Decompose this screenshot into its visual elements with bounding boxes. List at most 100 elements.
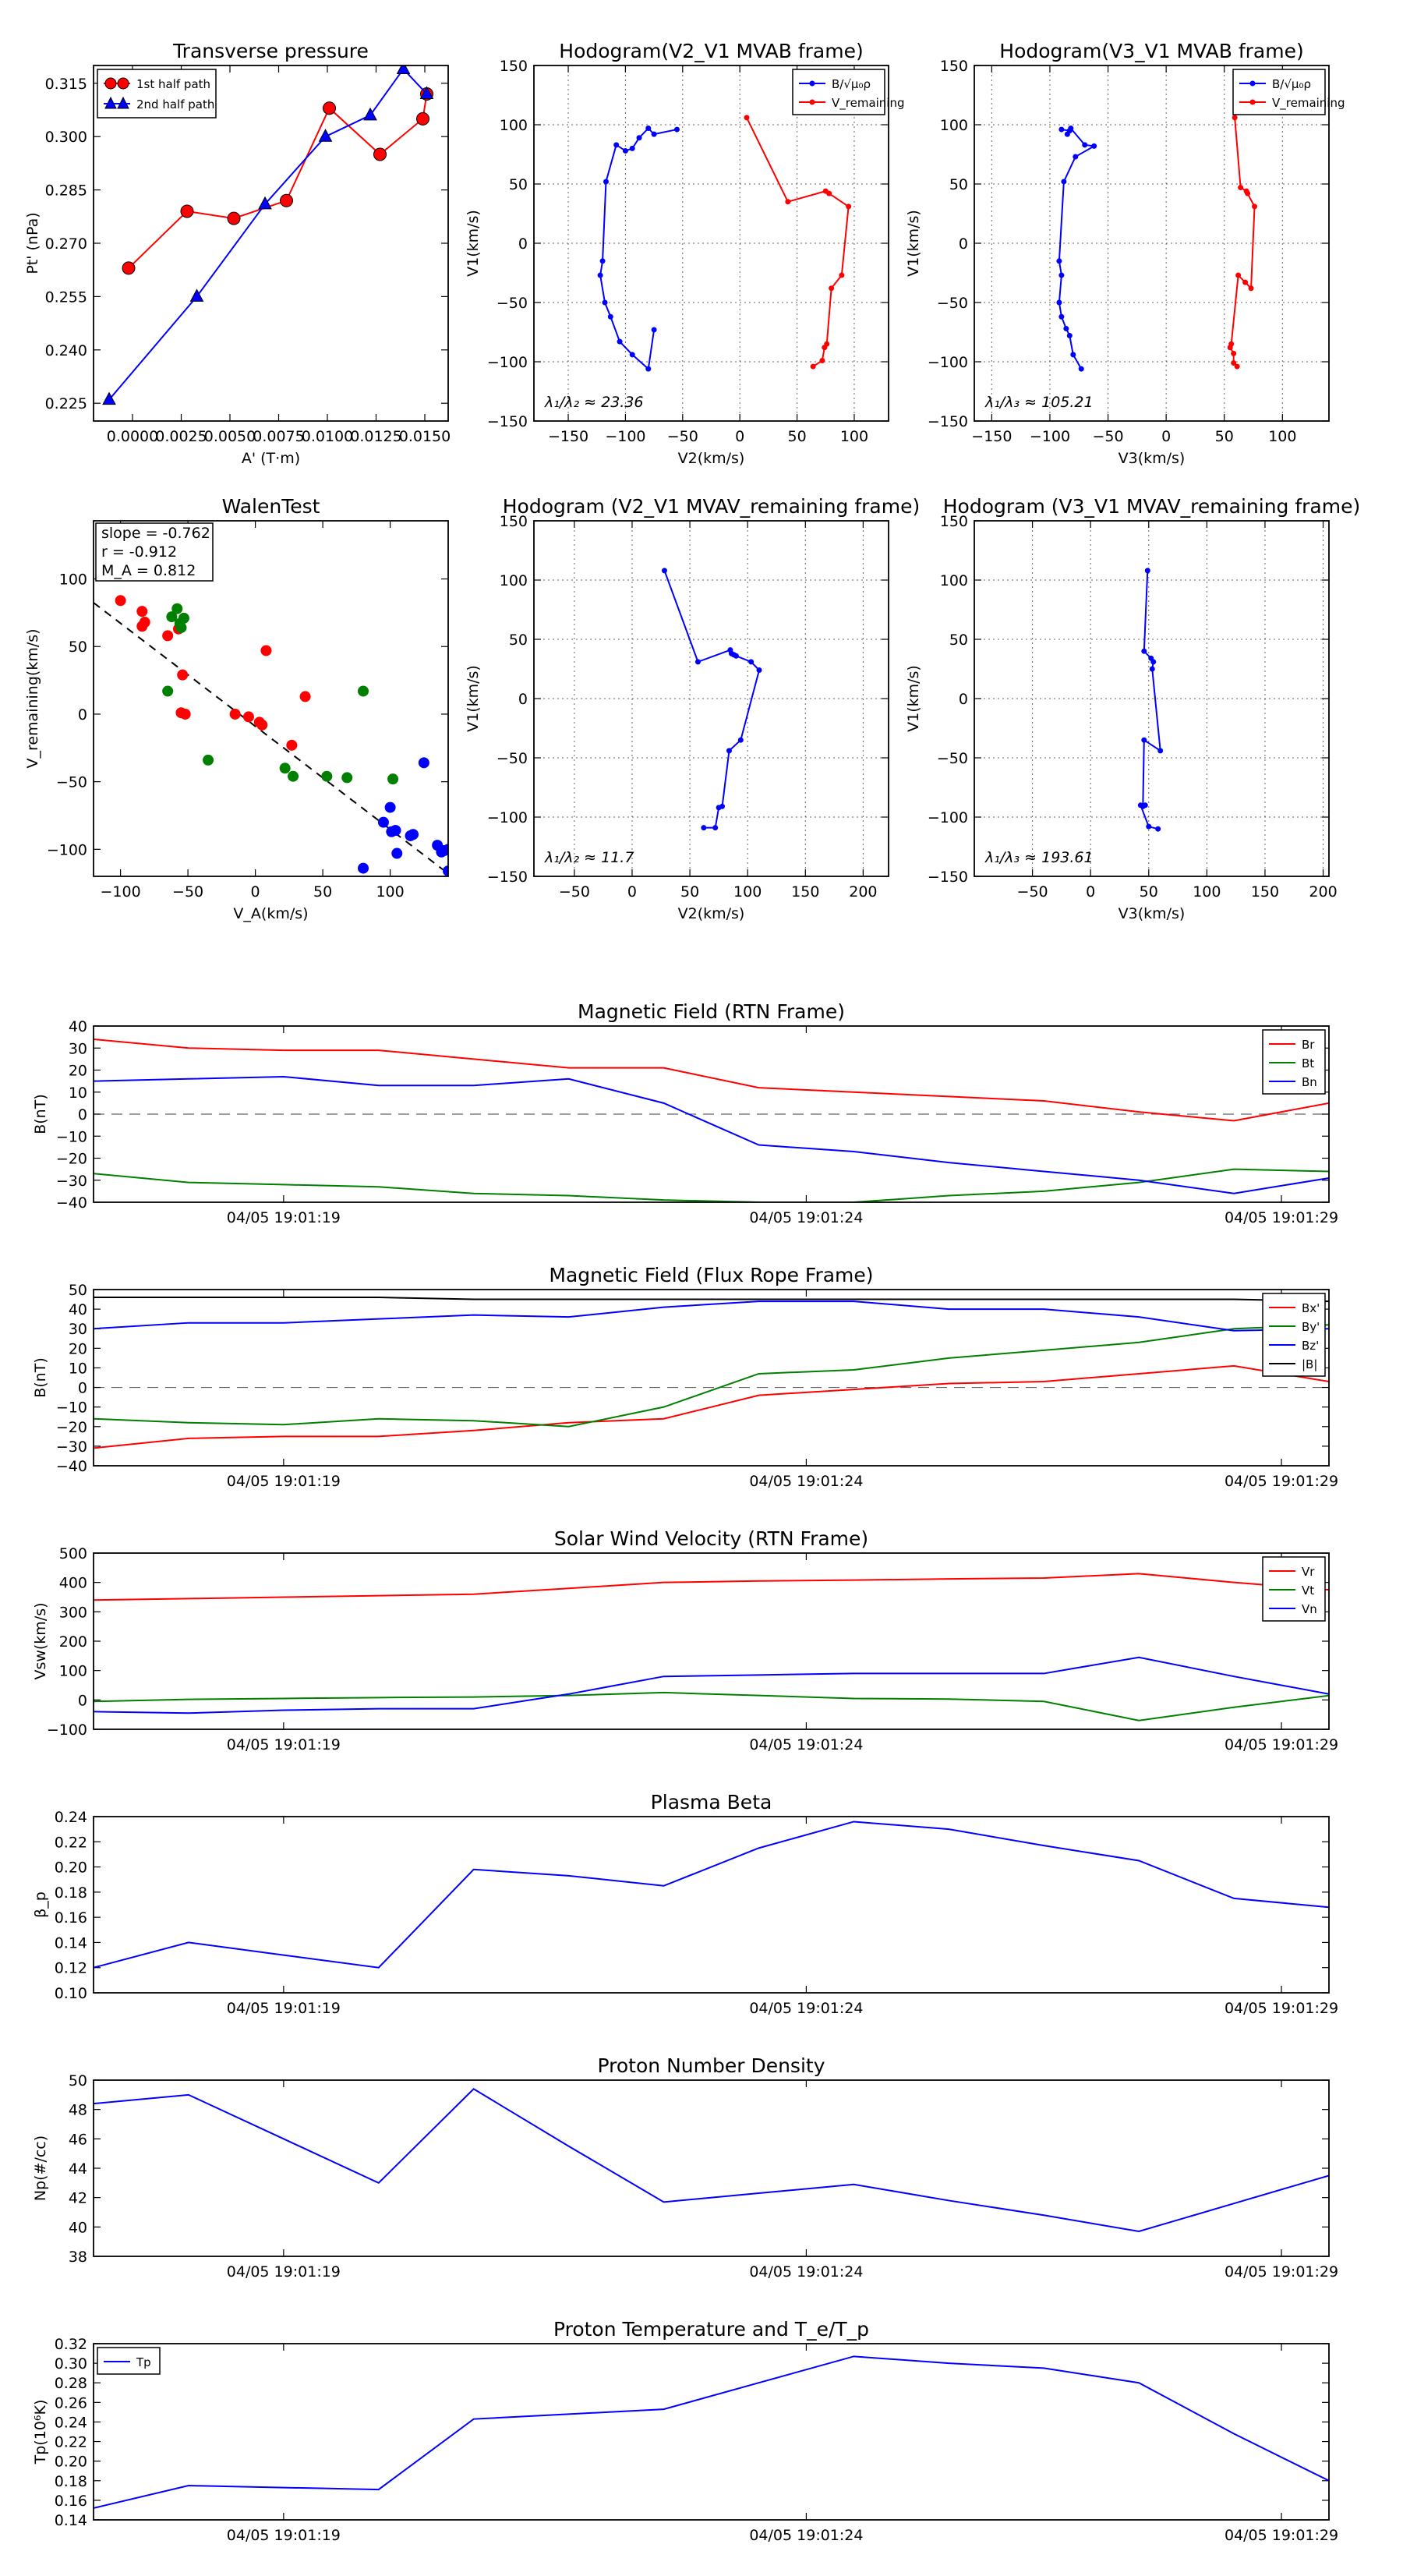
y-tick-label: 100: [59, 1663, 87, 1680]
chart-np: 04/05 19:01:19 04/05 19:01:24 04/05 19:01:…: [32, 2054, 1338, 2281]
data-point: [712, 825, 719, 831]
y-tick-label: 0.32: [55, 2336, 87, 2353]
data-point: [323, 101, 336, 115]
series-line-Br: [94, 1038, 1329, 1122]
x-tick-label: 04/05 19:01:19: [227, 2527, 341, 2544]
data-point: [1146, 823, 1152, 830]
plot-frame: [93, 2079, 1330, 2257]
y-tick-label: 0.22: [55, 2434, 87, 2451]
x-tick-label: −50: [1017, 883, 1048, 901]
y-tick-label: 0.14: [55, 2512, 87, 2529]
plot-area: [94, 1821, 1329, 1969]
y-axis-label: B(nT): [32, 1357, 49, 1398]
data-point: [1091, 143, 1097, 149]
chart-beta: 04/05 19:01:19 04/05 19:01:24 04/05 19:01:…: [32, 1791, 1338, 2017]
x-axis-label: A' (T·m): [242, 450, 300, 467]
x-tick-label: −100: [101, 883, 141, 901]
legend-label: By': [1302, 1320, 1320, 1334]
data-point: [136, 621, 148, 632]
y-tick-label: −150: [928, 413, 968, 430]
stats-box: [95, 522, 214, 582]
x-tick-label: −100: [1030, 428, 1070, 445]
plot-area: [94, 595, 448, 876]
y-tick-label: 50: [509, 632, 528, 649]
data-point: [162, 685, 174, 697]
y-tick-label: −50: [497, 295, 528, 312]
y-tick-label: 0.18: [55, 1884, 87, 1902]
data-point: [288, 770, 299, 782]
x-tick-label: −100: [605, 428, 645, 445]
y-tick-label: 0.22: [55, 1834, 87, 1851]
stats-text: r = -0.912: [101, 543, 177, 561]
x-tick-label: 04/05 19:01:19: [227, 2000, 341, 2017]
data-point: [180, 204, 194, 218]
y-tick-label: 150: [940, 58, 968, 75]
series-line-B/√μ₀ρ: [599, 127, 677, 371]
x-tick-label: 04/05 19:01:19: [227, 1209, 341, 1226]
y-tick-label: 0.315: [45, 76, 87, 93]
y-tick-label: 20: [69, 1340, 87, 1357]
legend: Br Bt Bn: [1262, 1029, 1326, 1095]
plot-frame: [533, 520, 889, 877]
x-tick-label: 04/05 19:01:24: [749, 2263, 863, 2281]
chart-title: WalenTest: [222, 495, 320, 518]
data-point: [607, 313, 613, 320]
y-tick-label: 46: [69, 2131, 87, 2148]
x-tick-label: 0.0075: [253, 428, 304, 445]
x-tick-label: 04/05 19:01:19: [227, 2263, 341, 2281]
data-point: [1063, 325, 1069, 331]
y-tick-label: −100: [47, 841, 87, 858]
y-tick-label: 0.12: [55, 1960, 87, 1977]
chart-walen: −100 −50 0 50 100 −100 −50 0 50 100 WalenTest V_A(k…: [24, 495, 449, 922]
data-point: [694, 659, 701, 665]
data-point: [1141, 648, 1147, 654]
plot-frame: [974, 520, 1330, 877]
legend: Tp: [97, 2347, 161, 2375]
data-point: [737, 737, 744, 743]
data-point: [260, 645, 272, 656]
y-tick-label: −100: [47, 1721, 87, 1739]
data-point: [136, 606, 148, 617]
data-point: [744, 115, 750, 121]
y-tick-label: 50: [69, 639, 87, 656]
y-tick-label: 100: [500, 117, 528, 134]
data-point: [443, 844, 448, 855]
plot-frame: [93, 1025, 1330, 1203]
y-tick-label: 10: [69, 1360, 87, 1377]
legend-label: Vn: [1302, 1602, 1317, 1616]
y-axis-label: V1(km/s): [465, 665, 482, 732]
x-tick-label: 50: [1140, 883, 1158, 901]
chart-h3: −50 0 50 100 150 200−150−100−50050100150Hodog…: [465, 495, 920, 922]
y-tick-label: 44: [69, 2160, 87, 2178]
data-point: [1078, 366, 1084, 372]
x-tick-label: 04/05 19:01:29: [1225, 2527, 1338, 2544]
data-point: [1056, 299, 1062, 306]
data-point: [189, 288, 204, 302]
data-point: [162, 630, 174, 642]
legend-label: Tp: [136, 2355, 151, 2369]
x-tick-label: 0: [251, 883, 260, 901]
x-tick-label: −150: [548, 428, 588, 445]
y-tick-label: 50: [69, 1282, 87, 1299]
y-axis-label: V1(km/s): [465, 210, 482, 277]
data-point: [645, 366, 652, 372]
plot-frame: [93, 2343, 1330, 2521]
data-point: [391, 847, 403, 859]
series-line-V: [1139, 570, 1161, 830]
data-point: [280, 193, 293, 207]
legend-label: |B|: [1302, 1357, 1317, 1371]
legend-label: V_remaining: [1272, 96, 1345, 111]
y-tick-label: 0: [518, 235, 528, 253]
data-point: [1155, 826, 1161, 832]
legend-marker: [104, 77, 117, 90]
data-point: [175, 621, 187, 633]
x-tick-label: −50: [1093, 428, 1124, 445]
data-point: [1242, 279, 1249, 285]
legend-label: 1st half path: [136, 77, 210, 91]
data-point: [785, 199, 791, 205]
legend-label: Vt: [1302, 1583, 1314, 1598]
plot-area: [94, 2088, 1329, 2233]
y-tick-label: 0: [78, 1380, 87, 1397]
data-point: [673, 126, 680, 133]
